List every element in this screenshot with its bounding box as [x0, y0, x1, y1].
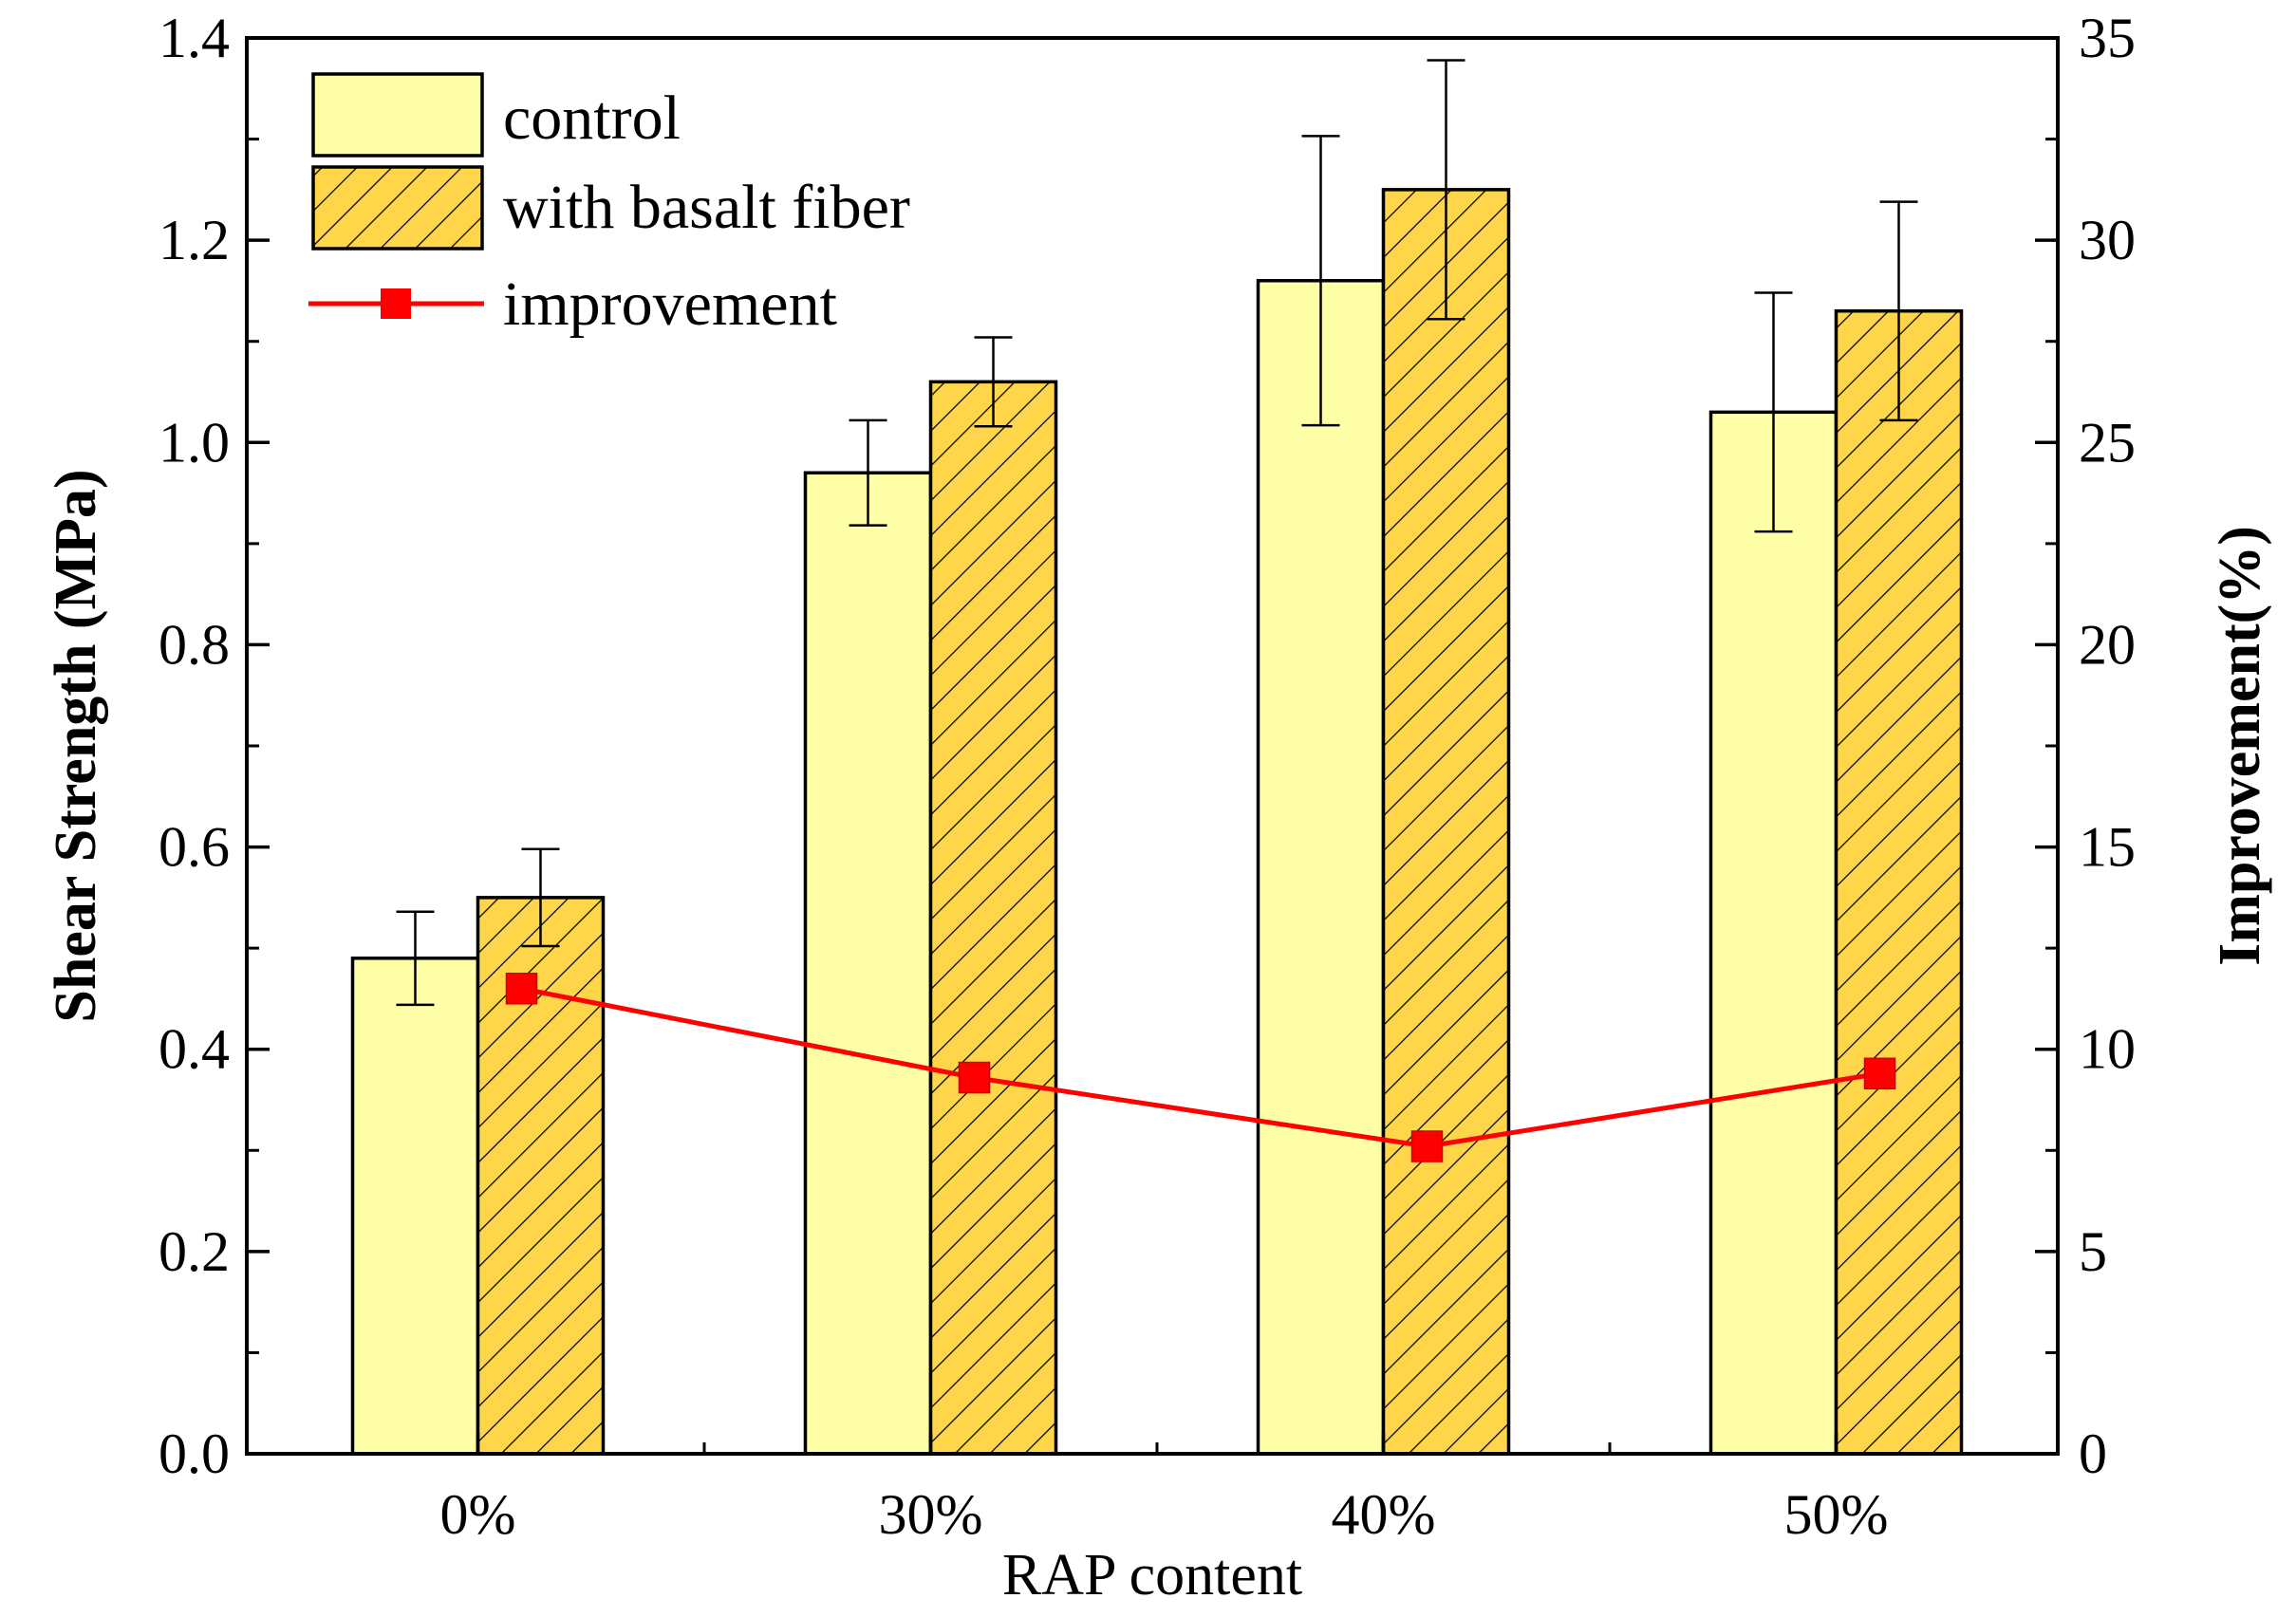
y2-tick-label: 30 [2079, 209, 2136, 271]
legend-label-control: control [503, 84, 681, 153]
improvement-marker [505, 973, 538, 1005]
x-tick-label: 50% [1784, 1483, 1889, 1546]
y2-tick-label: 5 [2079, 1220, 2107, 1283]
y-tick-label: 0.4 [159, 1018, 230, 1081]
y2-tick-label: 15 [2079, 816, 2136, 879]
error-bar-basalt-fiber [521, 847, 560, 948]
improvement-marker [1863, 1057, 1896, 1090]
x-tick-label: 40% [1332, 1483, 1436, 1546]
improvement-line [521, 986, 1880, 1149]
error-bar-control [1301, 135, 1340, 427]
error-bar-control [396, 910, 435, 1007]
bar-basalt-fiber [1834, 308, 1964, 1456]
y2-tick-label: 0 [2079, 1422, 2107, 1485]
y-tick-label: 0.2 [159, 1220, 230, 1283]
y-tick-label: 0.8 [159, 613, 230, 676]
error-bar-basalt-fiber [1427, 59, 1465, 321]
y2-axis-title: Improvement(%) [2208, 526, 2272, 966]
legend-label-basalt-fiber: with basalt fiber [503, 173, 910, 242]
y2-tick-label: 35 [2079, 7, 2136, 69]
y-tick-label: 0.0 [159, 1422, 230, 1485]
legend: control with basalt fiber improvement [308, 72, 910, 339]
x-axis-title: RAP content [1002, 1543, 1302, 1608]
y2-tick-label: 20 [2079, 613, 2136, 676]
error-bar-basalt-fiber [974, 336, 1013, 428]
bar-control [1708, 410, 1839, 1456]
x-tick-label: 30% [879, 1483, 983, 1546]
bar-control [803, 471, 933, 1456]
bar-basalt-fiber [1381, 188, 1511, 1456]
bar-basalt-fiber [476, 896, 606, 1456]
x-tick-label: 0% [440, 1483, 516, 1546]
y-axis-title: Shear Strength (MPa) [44, 469, 108, 1022]
legend-label-improvement: improvement [503, 270, 837, 339]
legend-swatch-control [311, 72, 484, 158]
legend-swatch-basalt-fiber [311, 165, 484, 251]
bar-control [1256, 279, 1386, 1456]
plot-area: 0.0 0.2 0.4 0.6 0.8 1.0 1.2 1.4 0 5 10 15 20 25 30 35 0%… [44, 7, 2272, 1608]
y-tick-label: 1.2 [159, 209, 230, 271]
y-tick-label: 0.6 [159, 816, 230, 879]
y-tick-label: 1.0 [159, 411, 230, 474]
bar-basalt-fiber [928, 380, 1058, 1456]
legend-marker-improvement [381, 288, 411, 319]
bar-control [350, 957, 480, 1456]
improvement-marker [1410, 1130, 1444, 1162]
y2-tick-label: 25 [2079, 411, 2136, 474]
y-tick-label: 1.4 [159, 7, 230, 69]
improvement-marker [958, 1061, 991, 1094]
y2-tick-label: 10 [2079, 1018, 2136, 1081]
error-bar-control [1754, 291, 1793, 533]
error-bar-basalt-fiber [1879, 200, 1918, 422]
error-bar-control [849, 418, 887, 527]
